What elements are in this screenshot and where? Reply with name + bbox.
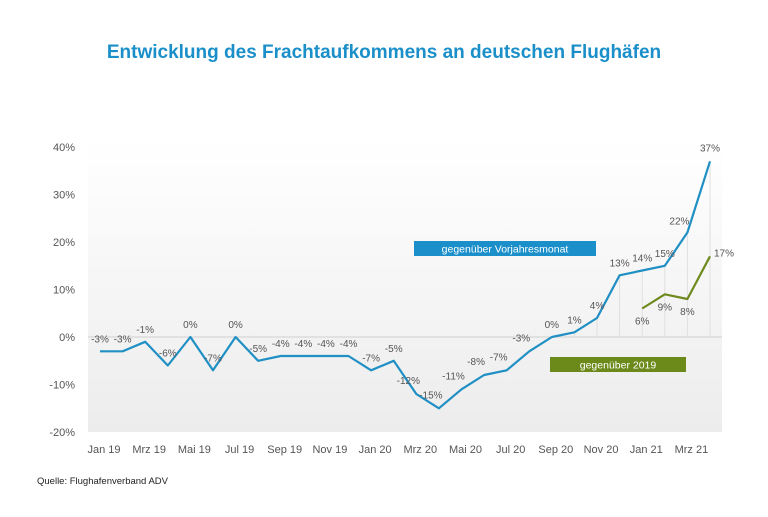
y-tick-label: 40%	[53, 142, 75, 154]
legend-green-box	[550, 357, 686, 372]
data-label: 4%	[590, 301, 605, 312]
data-label: -3%	[114, 334, 132, 345]
data-label: 17%	[714, 248, 734, 259]
data-label: 15%	[655, 249, 675, 260]
y-tick-label: 0%	[59, 332, 75, 344]
data-label: -11%	[442, 371, 465, 382]
x-tick-label: Mrz 19	[132, 444, 166, 456]
data-label: -7%	[204, 353, 222, 364]
y-tick-label: -10%	[49, 380, 75, 392]
legend-blue-label: gegenüber Vorjahresmonat	[442, 244, 569, 256]
y-tick-label: 10%	[53, 285, 75, 297]
data-label: -8%	[467, 357, 485, 368]
x-tick-label: Mrz 20	[403, 444, 437, 456]
data-label: -1%	[136, 325, 154, 336]
x-tick-label: Nov 20	[584, 444, 619, 456]
x-tick-label: Jul 19	[225, 444, 254, 456]
source-note: Quelle: Flughafenverband ADV	[37, 476, 169, 487]
x-tick-label: Sep 20	[538, 444, 573, 456]
x-tick-label: Jul 20	[496, 444, 525, 456]
y-tick-label: 20%	[53, 237, 75, 249]
series-line-1	[641, 255, 711, 310]
data-label: -6%	[159, 349, 177, 360]
data-label: 0%	[228, 320, 243, 331]
data-label: 37%	[700, 143, 720, 154]
legend-green-label: gegenüber 2019	[580, 360, 657, 372]
data-label: 9%	[658, 302, 673, 313]
legend-blue-box	[414, 241, 596, 256]
x-tick-label: Jan 21	[630, 444, 663, 456]
plot-area	[88, 140, 722, 432]
data-label: -15%	[419, 390, 442, 401]
data-label: 1%	[567, 315, 582, 326]
x-tick-label: Mai 20	[449, 444, 482, 456]
data-label: -3%	[512, 333, 530, 344]
data-label: -3%	[91, 334, 109, 345]
x-tick-label: Mai 19	[178, 444, 211, 456]
y-tick-label: 30%	[53, 190, 75, 202]
data-label: -7%	[490, 352, 508, 363]
data-label: 13%	[610, 258, 630, 269]
data-label: -7%	[362, 353, 380, 364]
x-tick-label: Jan 19	[87, 444, 120, 456]
data-label: -4%	[340, 339, 358, 350]
y-tick-label: -20%	[49, 427, 75, 439]
x-tick-label: Sep 19	[267, 444, 302, 456]
series-line-0	[100, 160, 712, 410]
x-tick-label: Mrz 21	[675, 444, 709, 456]
data-label: -4%	[272, 339, 290, 350]
x-tick-label: Jan 20	[359, 444, 392, 456]
x-tick-label: Nov 19	[312, 444, 347, 456]
data-label: 6%	[635, 317, 650, 328]
chart-title: Entwicklung des Frachtaufkommens an deut…	[107, 42, 661, 63]
data-label: -12%	[397, 376, 420, 387]
data-label: -4%	[294, 339, 312, 350]
data-label: -5%	[385, 344, 403, 355]
data-label: 22%	[669, 217, 689, 228]
data-label: 0%	[545, 320, 560, 331]
data-label: -4%	[317, 339, 335, 350]
data-label: 8%	[680, 307, 695, 318]
data-label: 0%	[183, 320, 198, 331]
data-label: 14%	[632, 254, 652, 265]
data-label: -5%	[249, 344, 267, 355]
